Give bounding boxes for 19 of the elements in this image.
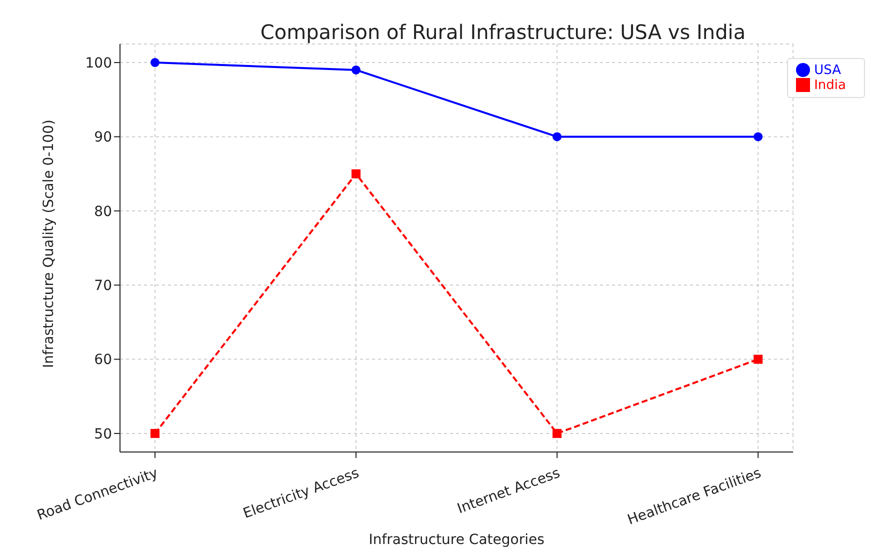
point bbox=[352, 65, 361, 74]
point bbox=[150, 58, 160, 68]
point bbox=[150, 428, 160, 438]
y-tick-label: 100 bbox=[85, 56, 112, 72]
x-axis-title: Infrastructure Categories bbox=[368, 532, 544, 548]
legend-label: USA bbox=[814, 63, 841, 78]
chart-title: Comparison of Rural Infrastructure: USA vs India bbox=[259, 20, 747, 44]
y-tick-label: 60 bbox=[94, 352, 112, 368]
y-axis-title: Infrastructure Quality (Scale 0-100) bbox=[40, 120, 57, 368]
point bbox=[754, 354, 763, 364]
point bbox=[754, 132, 763, 142]
y-tick-label: 80 bbox=[94, 204, 112, 220]
y-tick-label: 90 bbox=[94, 130, 112, 146]
legend-label: India bbox=[814, 78, 846, 93]
point bbox=[552, 428, 562, 438]
y-tick-label: 50 bbox=[94, 426, 112, 442]
y-tick-label: 70 bbox=[94, 278, 112, 294]
point bbox=[552, 132, 562, 142]
point bbox=[352, 169, 361, 178]
